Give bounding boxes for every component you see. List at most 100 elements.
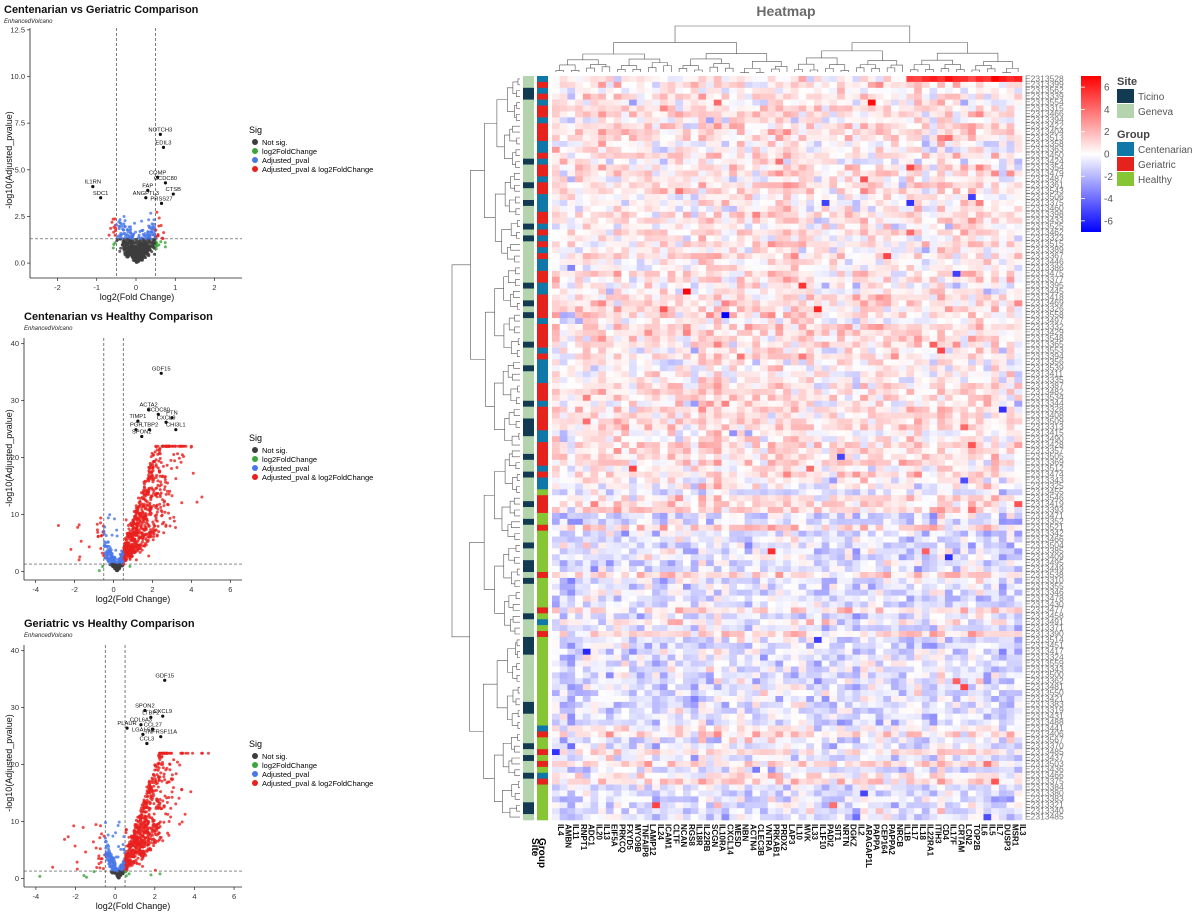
heatmap-cell [721,105,730,112]
heatmap-cell [960,211,969,219]
heatmap-cell [829,241,838,248]
data-point [95,528,99,532]
heatmap-cell [829,235,838,242]
heatmap-cell [659,211,668,219]
heatmap-cell [775,93,784,100]
data-point [164,523,168,527]
group-cell [537,253,548,260]
heatmap-cell [844,87,853,95]
heatmap-cell [783,111,792,118]
heatmap-cell [659,140,668,148]
data-point [172,758,176,762]
heatmap-cell [944,223,953,230]
data-point [132,254,136,258]
heatmap-cell [798,105,807,112]
heatmap-cell [575,146,584,154]
heatmap-cell [582,135,591,142]
data-point [138,252,142,256]
heatmap-cell [567,170,576,177]
heatmap-cell [575,158,584,165]
heatmap-cell [644,170,653,177]
heatmap-cell [590,164,599,171]
data-point [140,508,144,512]
data-point [145,849,149,853]
dendrogram-branch [512,81,518,95]
heatmap-cell [929,211,938,219]
group-cell [537,501,548,508]
heatmap-cell [605,170,614,177]
dendrogram-branch [516,486,520,493]
data-point [140,495,144,499]
group-cell [537,772,548,779]
heatmap-cell [744,235,753,242]
heatmap-cell [875,93,884,100]
data-point [129,251,133,255]
group-cell [537,707,548,715]
heatmap-cell [914,200,923,207]
point-label: PLAUR [117,721,136,727]
heatmap-cell [636,140,645,148]
heatmap-cell [852,211,861,219]
heatmap-cell [813,164,822,171]
group-cell [537,495,548,502]
heatmap-cell [783,247,792,254]
heatmap-cell [1014,99,1023,106]
site-cell [523,465,534,472]
dendrogram-branch [516,474,520,481]
heatmap-cell [875,235,884,242]
heatmap-cell [567,135,576,142]
heatmap-cell [752,129,761,136]
data-point [66,835,70,839]
heatmap-cell [605,117,614,124]
heatmap-cell [552,205,560,213]
data-point [149,464,153,468]
heatmap-cell [721,140,730,148]
data-point [138,500,142,504]
heatmap-cell [1006,217,1015,224]
data-point [138,255,142,259]
heatmap-cell [898,182,907,189]
heatmap-cell [559,229,568,236]
x-tick-label: -2 [54,283,61,292]
heatmap-cell [960,241,969,248]
heatmap-cell [760,117,769,124]
site-cell [523,459,534,467]
heatmap-cell [952,205,961,213]
heatmap-cell [721,76,730,83]
data-point [166,812,170,816]
dendrogram-branch [890,64,903,72]
heatmap-cell [760,205,769,213]
y-tick-label: 2.5 [15,212,25,221]
site-cell [523,784,534,791]
heatmap-cell [921,135,930,142]
heatmap-cell [806,140,815,148]
heatmap-cell [783,135,792,142]
data-point [112,865,116,869]
data-point [158,457,162,461]
heatmap-cell [929,111,938,118]
heatmap-cell [813,135,822,142]
heatmap-cell [575,170,584,177]
heatmap-cell [952,241,961,248]
heatmap-cell [721,188,730,195]
heatmap-cell [767,170,776,177]
heatmap-cell [844,188,853,195]
site-cell [523,731,534,738]
heatmap-cell [952,146,961,154]
heatmap-cell [944,241,953,248]
heatmap-cell [713,117,722,124]
heatmap-cell [829,164,838,171]
heatmap-cell [621,188,630,195]
heatmap-cell [798,241,807,248]
data-point [131,547,135,551]
heatmap-cell [621,211,630,219]
heatmap-cell [798,188,807,195]
heatmap-cell [775,152,784,159]
heatmap-cell [991,111,1000,118]
heatmap-cell [767,223,776,230]
data-point [131,232,135,236]
data-point [143,836,147,840]
labeled-point [171,192,175,196]
heatmap-cell [1014,105,1023,112]
